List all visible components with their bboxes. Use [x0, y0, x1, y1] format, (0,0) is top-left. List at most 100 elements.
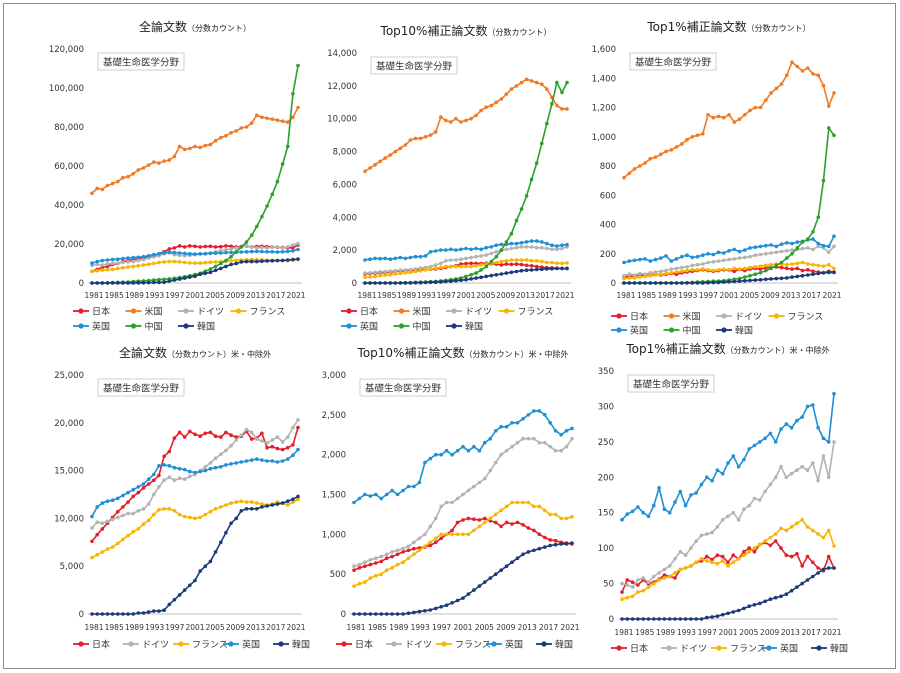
data-point: [285, 144, 290, 149]
legend-swatch-marker: [616, 327, 622, 333]
data-point: [743, 266, 747, 271]
data-point: [524, 245, 529, 249]
data-point: [678, 617, 683, 621]
legend-label: 英国: [360, 321, 378, 333]
data-point: [758, 440, 762, 444]
data-point: [550, 243, 554, 247]
data-point: [479, 263, 483, 267]
data-point: [213, 138, 218, 143]
data-point: [720, 471, 725, 476]
legend-swatch-marker: [78, 323, 84, 329]
data-point: [800, 69, 805, 73]
data-point: [413, 269, 418, 274]
data-point: [265, 504, 269, 508]
x-tick-label: 1997: [165, 291, 184, 300]
data-point: [433, 249, 438, 253]
data-point: [565, 266, 569, 271]
data-point: [239, 509, 244, 513]
data-point: [669, 267, 674, 271]
data-point: [515, 440, 520, 445]
data-point: [699, 482, 704, 487]
data-point: [466, 592, 471, 596]
data-point: [285, 499, 290, 504]
data-point: [827, 244, 831, 249]
data-point: [444, 603, 449, 607]
data-point: [622, 175, 626, 180]
data-point: [680, 269, 684, 274]
data-point: [479, 247, 483, 252]
data-point: [423, 280, 428, 285]
data-point: [774, 276, 779, 281]
data-point: [524, 77, 529, 82]
data-point: [548, 444, 552, 449]
legend-item: 日本: [611, 643, 648, 655]
data-point: [499, 425, 503, 429]
data-point: [758, 264, 763, 269]
data-point: [816, 479, 820, 483]
data-point: [110, 261, 115, 266]
x-tick-label: 2005: [206, 623, 225, 632]
data-point: [439, 605, 444, 609]
data-point: [510, 500, 514, 505]
data-point: [383, 156, 388, 160]
data-point: [461, 596, 465, 600]
data-point: [560, 107, 564, 111]
x-tick-label: 1989: [397, 291, 416, 300]
data-point: [555, 261, 559, 266]
data-point: [412, 546, 416, 551]
data-point: [121, 281, 125, 285]
data-point: [821, 264, 826, 269]
data-point: [254, 113, 259, 118]
chart-title-main: Top1%補正論文数: [625, 341, 725, 356]
data-point: [504, 247, 509, 252]
data-point: [352, 564, 356, 568]
data-point: [764, 252, 768, 256]
data-point: [553, 542, 558, 547]
legend-label: フランス: [730, 644, 766, 655]
data-point: [444, 259, 448, 263]
data-point: [657, 578, 661, 582]
data-point: [157, 473, 161, 478]
data-point: [806, 66, 810, 70]
data-point: [484, 253, 489, 257]
data-point: [795, 468, 799, 473]
data-point: [678, 567, 683, 572]
data-point: [110, 281, 115, 285]
data-point: [736, 608, 741, 613]
data-point: [811, 574, 815, 579]
data-point: [758, 542, 762, 547]
data-point: [795, 521, 799, 526]
data-point: [363, 492, 367, 497]
x-tick-label: 1985: [368, 623, 387, 632]
data-point: [731, 454, 736, 458]
data-point: [499, 242, 504, 247]
data-point: [177, 144, 182, 149]
data-point: [540, 82, 544, 86]
data-point: [479, 254, 483, 258]
x-tick-label: 1997: [699, 291, 718, 300]
data-point: [177, 512, 182, 517]
legend-label: ドイツ: [142, 641, 169, 651]
data-point: [821, 178, 826, 183]
data-point: [779, 464, 783, 469]
field-label-text: 基礎生命医学分野: [103, 383, 180, 395]
data-point: [368, 271, 372, 275]
data-point: [701, 262, 705, 266]
y-tick-label: 0: [79, 610, 84, 620]
data-point: [806, 262, 810, 266]
data-point: [537, 440, 542, 445]
data-point: [466, 488, 471, 493]
data-point: [403, 256, 408, 261]
legend-label: 英国: [505, 639, 523, 651]
data-point: [732, 269, 737, 274]
data-point: [100, 258, 105, 263]
legend-item: フランス: [768, 312, 823, 323]
data-point: [388, 273, 393, 277]
data-point: [659, 152, 663, 157]
data-point: [423, 532, 427, 537]
data-point: [625, 583, 630, 587]
data-point: [373, 270, 377, 275]
data-point: [641, 576, 645, 580]
data-point: [208, 142, 213, 147]
data-point: [254, 249, 259, 254]
